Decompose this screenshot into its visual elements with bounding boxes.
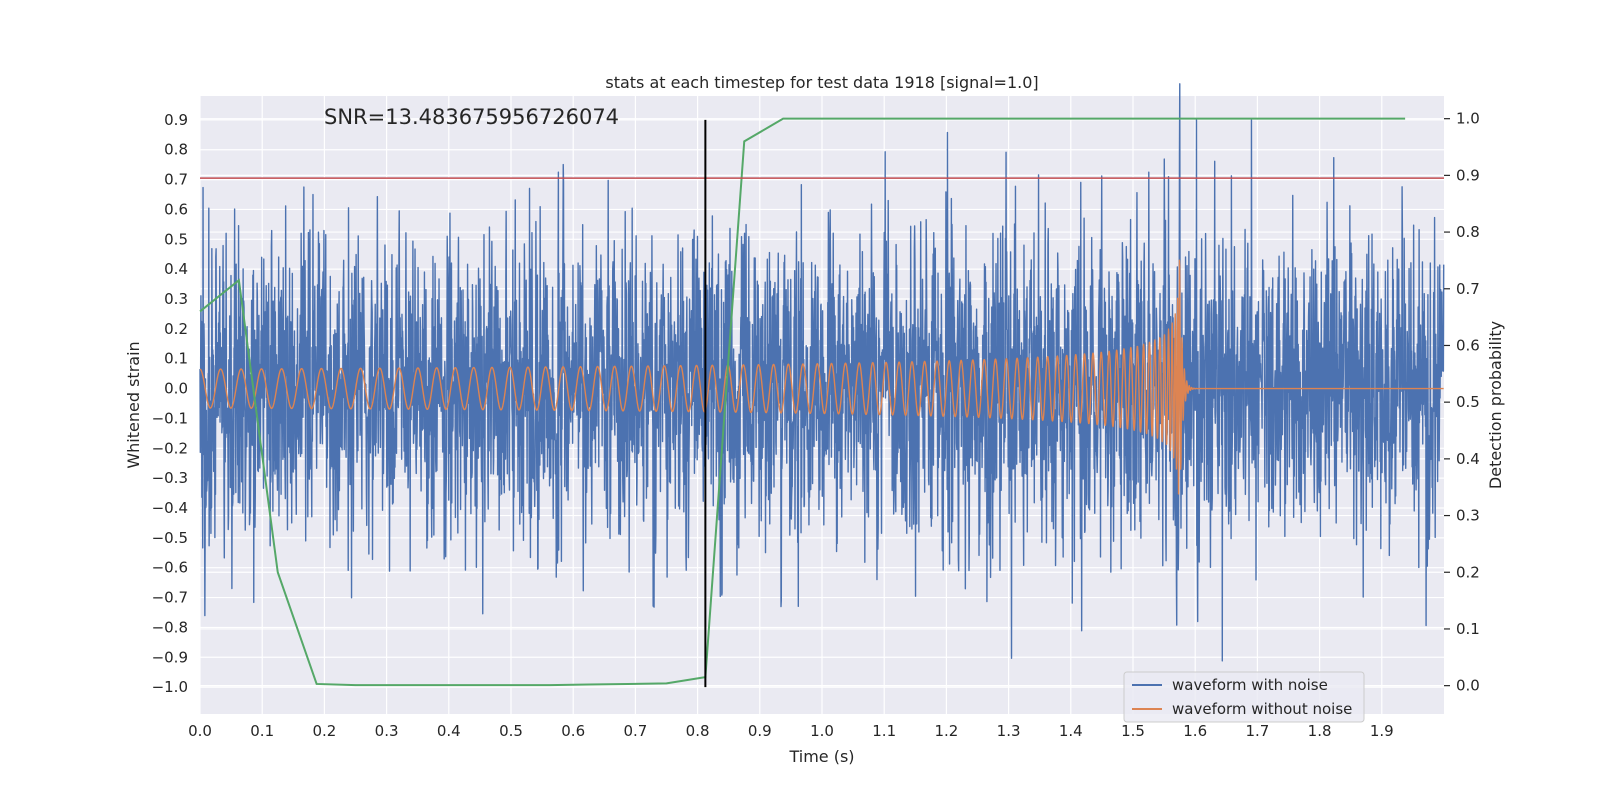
legend-box bbox=[1123, 671, 1365, 723]
x-tick-label: 0.0 bbox=[188, 722, 212, 740]
reference-lines bbox=[200, 119, 1444, 688]
x-tick-label: 1.3 bbox=[997, 722, 1021, 740]
snr-annotation: SNR=13.483675956726074 bbox=[324, 105, 619, 129]
y2-tick-label: 0.7 bbox=[1456, 280, 1480, 298]
y-tick-label: −0.3 bbox=[152, 469, 188, 487]
y2-tick-label: 1.0 bbox=[1456, 110, 1480, 128]
y-tick-label: 0.2 bbox=[164, 320, 188, 338]
y-tick-label: 0.0 bbox=[164, 380, 188, 398]
y2-axis-label: Detection probability bbox=[1486, 321, 1505, 489]
y2-tick-label: 0.3 bbox=[1456, 507, 1480, 525]
y2-tick-label: 0.0 bbox=[1456, 677, 1480, 695]
y2-tick-label: 0.6 bbox=[1456, 336, 1480, 354]
x-tick-label: 1.8 bbox=[1308, 722, 1332, 740]
x-tick-label: 0.7 bbox=[623, 722, 647, 740]
y-tick-label: 0.5 bbox=[164, 230, 188, 248]
y-tick-label: −0.2 bbox=[152, 439, 188, 457]
y2-tick-label: 0.5 bbox=[1456, 393, 1480, 411]
y2-tick-label: 0.1 bbox=[1456, 620, 1480, 638]
chart-title: stats at each timestep for test data 191… bbox=[605, 73, 1038, 92]
y2-tick-label: 0.2 bbox=[1456, 563, 1480, 581]
x-tick-label: 0.8 bbox=[686, 722, 710, 740]
y-tick-label: 0.3 bbox=[164, 290, 188, 308]
x-tick-label: 0.6 bbox=[561, 722, 585, 740]
legend-label-noise: waveform with noise bbox=[1172, 676, 1328, 694]
x-tick-label: 1.0 bbox=[810, 722, 834, 740]
x-tick-label: 1.5 bbox=[1121, 722, 1145, 740]
x-tick-label: 1.4 bbox=[1059, 722, 1083, 740]
y-tick-label: −0.8 bbox=[152, 618, 188, 636]
x-axis-label: Time (s) bbox=[788, 747, 854, 766]
y-tick-label: 0.8 bbox=[164, 141, 188, 159]
y-tick-label: 0.6 bbox=[164, 200, 188, 218]
y-tick-label: −0.7 bbox=[152, 589, 188, 607]
y-tick-label: −0.5 bbox=[152, 529, 188, 547]
ticks: 0.0 0.1 0.2 0.3 0.4 0.5 0.6 0.7 0.8 0.9 1.0 1.1 1.2 1… bbox=[152, 110, 1480, 740]
y-tick-label: −1.0 bbox=[152, 678, 188, 696]
legend-label-clean: waveform without noise bbox=[1172, 700, 1352, 718]
series-line-waveform-without-noise bbox=[199, 259, 1445, 495]
x-tick-label: 0.9 bbox=[748, 722, 772, 740]
x-tick-label: 1.1 bbox=[872, 722, 896, 740]
x-tick-label: 0.1 bbox=[250, 722, 274, 740]
y-tick-label: 0.9 bbox=[164, 111, 188, 129]
y-tick-label: 0.1 bbox=[164, 350, 188, 368]
y2-tick-label: 0.9 bbox=[1456, 166, 1480, 184]
y-axis-label: Whitened strain bbox=[124, 341, 143, 468]
y2-tick-label: 0.4 bbox=[1456, 450, 1480, 468]
series-line-detection-probability bbox=[199, 117, 1406, 687]
y-tick-label: −0.1 bbox=[152, 409, 188, 427]
legend: waveform with noise waveform without noi… bbox=[1123, 671, 1365, 723]
y-tick-label: 0.7 bbox=[164, 171, 188, 189]
series-layer bbox=[199, 83, 1445, 687]
y-tick-label: −0.4 bbox=[152, 499, 188, 517]
y-tick-label: −0.6 bbox=[152, 559, 188, 577]
x-tick-label: 1.6 bbox=[1183, 722, 1207, 740]
x-tick-label: 0.4 bbox=[437, 722, 461, 740]
x-tick-label: 0.3 bbox=[375, 722, 399, 740]
x-tick-label: 0.2 bbox=[312, 722, 336, 740]
x-tick-label: 1.7 bbox=[1245, 722, 1269, 740]
y-tick-label: −0.9 bbox=[152, 648, 188, 666]
y-tick-label: 0.4 bbox=[164, 260, 188, 278]
x-tick-label: 1.2 bbox=[934, 722, 958, 740]
x-tick-label: 0.5 bbox=[499, 722, 523, 740]
y2-tick-label: 0.8 bbox=[1456, 223, 1480, 241]
x-tick-label: 1.9 bbox=[1370, 722, 1394, 740]
